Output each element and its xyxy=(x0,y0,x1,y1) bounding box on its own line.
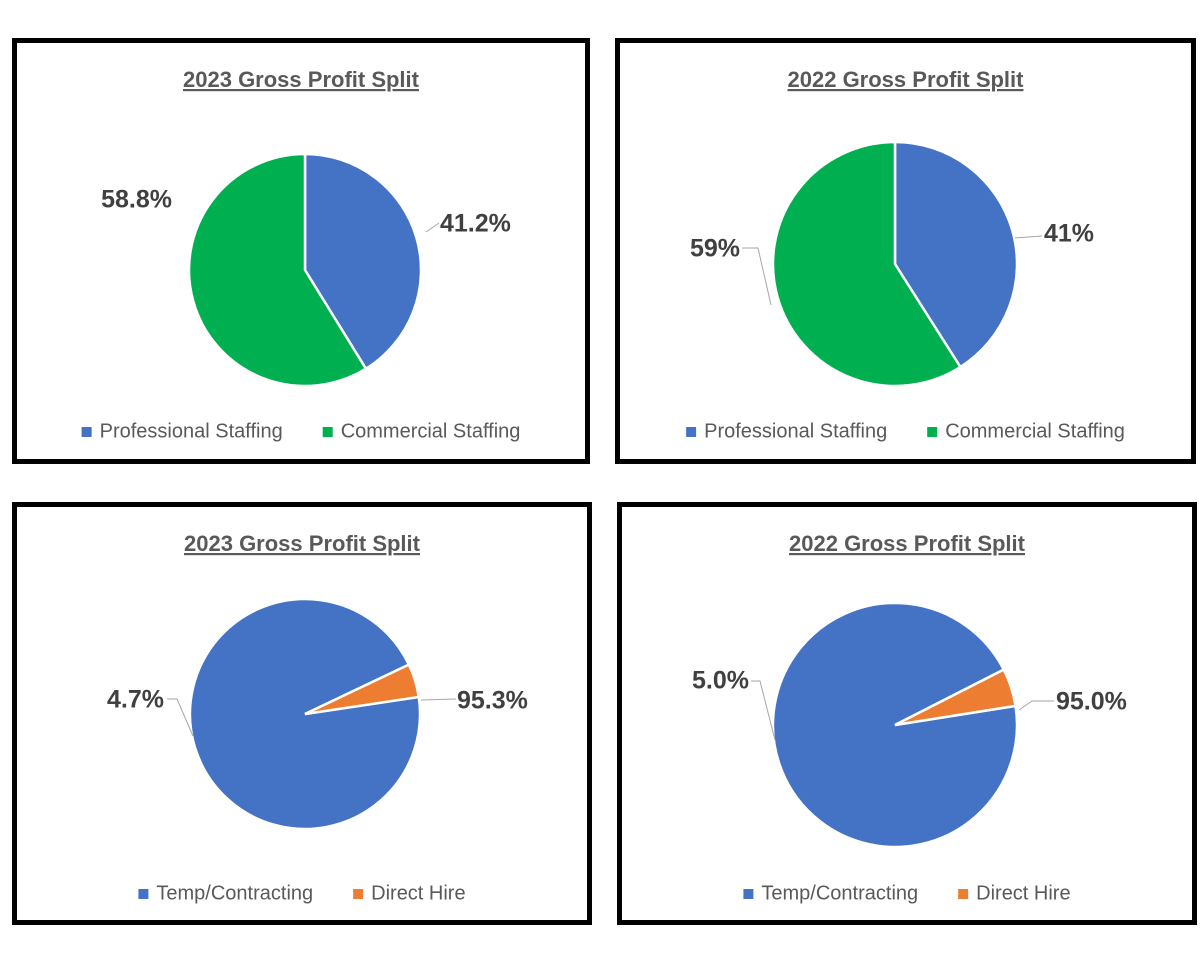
chart-panel-3: 2023 Gross Profit Split 95.3% 4.7% Temp/Con… xyxy=(12,502,592,925)
legend-item-direct-hire: Direct Hire xyxy=(353,882,466,904)
chart-title: 2023 Gross Profit Split xyxy=(183,67,420,92)
leader-line-professional-staffing xyxy=(1014,235,1043,239)
chart-panel-4: 2022 Gross Profit Split 95.0% 5.0% Temp/Con… xyxy=(617,502,1197,925)
legend-item-professional-staffing: Professional Staffing xyxy=(81,420,283,442)
chart-panel-1: 2023 Gross Profit Split 41.2% 58.8% Profess… xyxy=(12,38,590,464)
pie-chart-2022-staffing: 2022 Gross Profit Split 41% 59% Professiona… xyxy=(686,67,1125,442)
pie-slice-commercial-staffing xyxy=(771,140,963,388)
legend: Temp/Contracting Direct Hire xyxy=(743,882,1071,904)
legend-item-professional-staffing: Professional Staffing xyxy=(686,420,887,442)
legend-swatch xyxy=(927,427,938,437)
leader-line-professional-staffing xyxy=(425,222,440,233)
legend-label: Temp/Contracting xyxy=(761,882,918,904)
legend-swatch xyxy=(138,889,149,899)
legend-swatch xyxy=(958,889,969,899)
legend-label: Professional Staffing xyxy=(704,420,887,442)
legend-item-direct-hire: Direct Hire xyxy=(958,882,1071,904)
legend-label: Temp/Contracting xyxy=(156,882,313,904)
legend: Temp/Contracting Direct Hire xyxy=(138,882,466,904)
legend-swatch xyxy=(322,427,333,437)
chart-panel-2: 2022 Gross Profit Split 41% 59% Professiona… xyxy=(615,38,1196,464)
legend-item-temp-contracting: Temp/Contracting xyxy=(138,882,313,904)
pie-chart-2023-hire-type: 2023 Gross Profit Split 95.3% 4.7% Temp/Con… xyxy=(107,531,528,904)
chart-title: 2022 Gross Profit Split xyxy=(788,67,1025,92)
legend-swatch xyxy=(686,427,697,437)
leader-line-direct-hire xyxy=(751,680,776,741)
data-label-commercial-staffing: 59% xyxy=(690,235,740,263)
data-label-temp-contracting: 95.0% xyxy=(1056,688,1127,716)
data-label-commercial-staffing: 58.8% xyxy=(101,186,172,214)
legend-label: Commercial Staffing xyxy=(945,420,1125,442)
leader-line-temp-contracting xyxy=(420,698,457,701)
pie-chart-2023-staffing: 2023 Gross Profit Split 41.2% 58.8% Profess… xyxy=(81,67,521,442)
legend: Professional Staffing Commercial Staffing xyxy=(686,420,1125,442)
legend-item-commercial-staffing: Commercial Staffing xyxy=(927,420,1125,442)
legend-swatch xyxy=(353,889,364,899)
chart-title: 2023 Gross Profit Split xyxy=(184,531,421,556)
leader-line-temp-contracting xyxy=(1018,700,1054,711)
pie-chart-2022-hire-type: 2022 Gross Profit Split 95.0% 5.0% Temp/Con… xyxy=(692,531,1127,904)
pie-slice-direct-hire xyxy=(304,662,421,716)
legend-swatch xyxy=(743,889,754,899)
leader-line-direct-hire xyxy=(167,698,194,737)
data-label-professional-staffing: 41.2% xyxy=(440,210,511,238)
pie-slice-direct-hire xyxy=(894,667,1017,727)
legend-item-temp-contracting: Temp/Contracting xyxy=(743,882,918,904)
legend-label: Professional Staffing xyxy=(100,420,283,442)
leader-line-commercial-staffing xyxy=(742,247,772,306)
data-label-direct-hire: 4.7% xyxy=(107,686,164,714)
data-label-temp-contracting: 95.3% xyxy=(457,687,528,715)
legend-label: Direct Hire xyxy=(371,882,465,904)
pie-slice-commercial-staffing xyxy=(187,152,368,388)
chart-title: 2022 Gross Profit Split xyxy=(789,531,1026,556)
legend-swatch xyxy=(81,427,92,437)
legend-label: Direct Hire xyxy=(976,882,1070,904)
data-label-professional-staffing: 41% xyxy=(1044,220,1094,248)
legend-label: Commercial Staffing xyxy=(341,420,521,442)
legend-item-commercial-staffing: Commercial Staffing xyxy=(322,420,521,442)
legend: Professional Staffing Commercial Staffing xyxy=(81,420,521,442)
data-label-direct-hire: 5.0% xyxy=(692,667,749,695)
